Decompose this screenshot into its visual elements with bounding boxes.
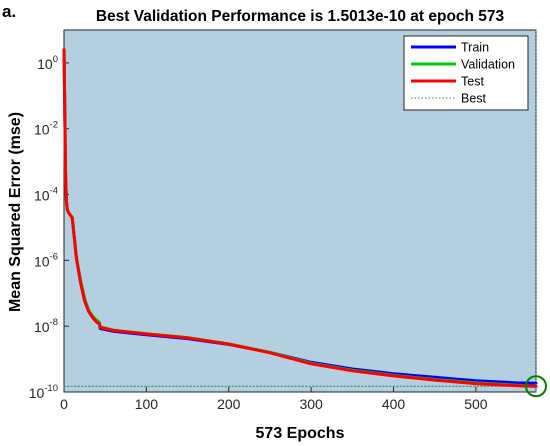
x-axis-label: 573 Epochs (256, 425, 345, 442)
y-axis-label: Mean Squared Error (mse) (7, 112, 24, 312)
panel-label: a. (2, 2, 16, 21)
legend-label-best: Best (461, 92, 487, 106)
best-point-marker (525, 375, 547, 398)
y-axis: 100 10-2 10-4 10-6 10-8 10-10 (29, 54, 69, 401)
legend: Train Validation Test Best (403, 35, 529, 111)
legend-label-validation: Validation (461, 58, 515, 72)
x-tick-label: 0 (60, 396, 68, 412)
y-tick-label: 10-6 (34, 251, 58, 269)
x-tick-label: 100 (135, 396, 159, 412)
y-tick-label: 10-10 (29, 383, 58, 401)
x-tick-label: 500 (464, 396, 488, 412)
series-test-line (62, 48, 538, 388)
best-marker-layer (525, 30, 547, 398)
y-tick-label: 10-2 (34, 120, 58, 138)
series-layer (62, 48, 538, 388)
legend-label-test: Test (461, 75, 484, 89)
x-axis: 0 100 200 300 400 500 (60, 387, 488, 412)
y-tick-label: 100 (37, 54, 58, 72)
x-tick-label: 200 (217, 396, 241, 412)
x-tick-label: 300 (299, 396, 323, 412)
chart-title: Best Validation Performance is 1.5013e-1… (96, 8, 505, 25)
legend-label-train: Train (461, 41, 489, 55)
y-tick-label: 10-4 (34, 186, 58, 204)
y-tick-label: 10-8 (34, 317, 58, 335)
x-tick-label: 400 (382, 396, 406, 412)
